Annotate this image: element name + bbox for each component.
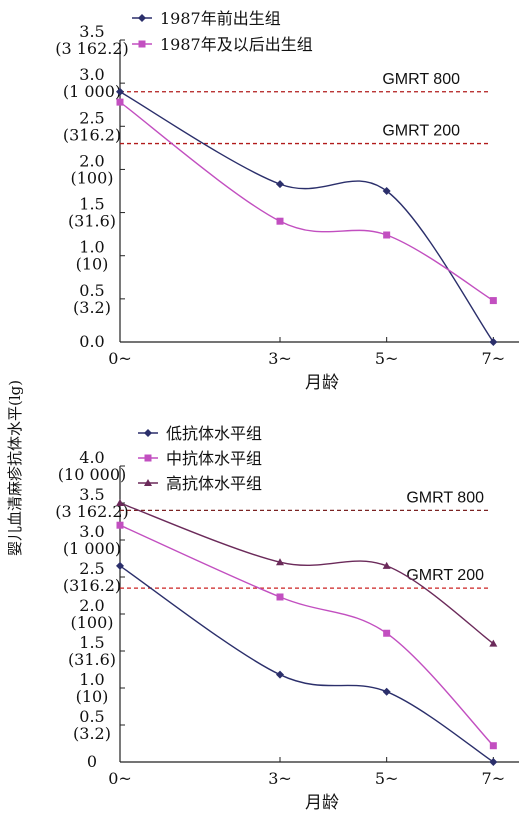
- data-point-s2-4: [489, 297, 497, 305]
- y-tick-label: 0.0: [79, 332, 104, 351]
- legend-marker: [138, 40, 146, 48]
- y-tick-label-secondary: (10): [76, 687, 109, 706]
- legend-label-1: 低抗体水平组: [166, 424, 262, 443]
- y-tick-label-secondary: (3.2): [73, 298, 111, 317]
- x-tick-label: 5~: [375, 349, 399, 368]
- data-point-s1-4: [489, 758, 498, 766]
- y-tick-label: 2.0: [79, 151, 104, 170]
- series-line-2: [119, 101, 494, 302]
- data-point-s1-3: [382, 187, 391, 195]
- y-tick-label-secondary: (3 162.2): [55, 39, 129, 58]
- legend-label-2: 1987年及以后出生组: [160, 35, 313, 54]
- data-point-s2-3: [383, 629, 391, 637]
- y-tick-label-secondary: (10 000): [58, 465, 126, 484]
- data-point-s3-4: [489, 639, 498, 647]
- y-tick-label-secondary: (100): [70, 613, 113, 632]
- data-point-s2-2: [276, 593, 284, 601]
- y-tick-label: 3.0: [79, 522, 104, 541]
- y-tick-label-secondary: (316.2): [63, 125, 121, 144]
- legend-label-1: 1987年前出生组: [160, 9, 281, 28]
- y-tick-label-secondary: (1 000): [63, 82, 121, 101]
- y-tick-label-secondary: (1 000): [63, 539, 121, 558]
- x-tick-label: 3~: [268, 769, 292, 788]
- legend-marker: [138, 14, 146, 22]
- data-point-s1-1: [116, 87, 124, 96]
- x-axis-title: 月龄: [305, 793, 339, 813]
- data-point-s2-1: [116, 521, 124, 529]
- reference-line-label-1: GMRT 800: [406, 489, 484, 506]
- y-tick-label-secondary: (316.2): [63, 576, 121, 595]
- y-tick-label: 3.0: [79, 65, 104, 84]
- y-tick-label: 2.5: [79, 108, 104, 127]
- data-point-s2-3: [383, 231, 391, 239]
- series-line-3: [119, 502, 494, 645]
- data-point-s2-1: [116, 98, 124, 106]
- data-point-s1-4: [489, 338, 498, 346]
- y-tick-label: 1.0: [79, 670, 104, 689]
- data-point-s2-4: [489, 742, 497, 750]
- shared-y-axis-label-text: 婴儿血清麻疹抗体水平(lg): [6, 380, 24, 556]
- y-tick-label-secondary: (3 162.2): [55, 502, 129, 521]
- reference-line-label-1: GMRT 800: [382, 71, 460, 88]
- x-tick-label: 7~: [482, 769, 506, 788]
- y-tick-label-secondary: (31.6): [68, 212, 116, 231]
- y-tick-label: 1.5: [79, 195, 104, 214]
- data-point-s2-2: [276, 217, 284, 225]
- legend-marker: [144, 479, 152, 486]
- y-tick-label: 3.5: [79, 22, 104, 41]
- legend-marker: [144, 454, 152, 462]
- shared-y-axis-label: 婴儿血清麻疹抗体水平(lg): [4, 300, 26, 560]
- y-tick-label: 3.5: [79, 485, 104, 504]
- data-point-s1-3: [382, 687, 391, 696]
- data-point-s1-2: [276, 180, 284, 189]
- chart-panel-1: 0.00.5(3.2)1.0(10)1.5(31.6)2.0(100)2.5(3…: [55, 9, 519, 393]
- data-point-s1-2: [276, 670, 284, 679]
- x-tick-label: 7~: [482, 349, 506, 368]
- x-tick-label: 5~: [375, 769, 399, 788]
- y-tick-label-secondary: (31.6): [68, 650, 116, 669]
- data-point-s3-3: [382, 561, 391, 569]
- y-tick-label: 2.0: [79, 596, 104, 615]
- y-tick-label: 1.0: [79, 238, 104, 257]
- series-line-1: [119, 565, 494, 763]
- y-tick-label: 1.5: [79, 633, 104, 652]
- legend-label-3: 高抗体水平组: [166, 474, 262, 493]
- data-point-s3-1: [116, 499, 124, 506]
- y-tick-label-secondary: (10): [76, 255, 109, 274]
- x-axis-title: 月龄: [305, 373, 339, 393]
- reference-line-label-2: GMRT 200: [382, 123, 460, 140]
- data-point-s1-1: [116, 561, 124, 570]
- x-tick-label: 0~: [108, 349, 132, 368]
- y-tick-label-secondary: (100): [70, 168, 113, 187]
- legend-marker: [144, 429, 152, 437]
- y-tick-label: 0.5: [79, 281, 104, 300]
- y-tick-label: 0.5: [79, 707, 104, 726]
- reference-line-label-2: GMRT 200: [406, 567, 484, 584]
- series-line-2: [119, 524, 494, 747]
- y-tick-label: 4.0: [79, 448, 104, 467]
- y-tick-label: 0: [87, 752, 97, 771]
- y-tick-label: 2.5: [79, 559, 104, 578]
- legend-label-2: 中抗体水平组: [166, 449, 262, 468]
- x-tick-label: 0~: [108, 769, 132, 788]
- chart-panel-2: 0 0.5(3.2) 1.0(10) 1.5(31.6) 2.0(100) 2.5(316…: [55, 424, 519, 813]
- data-point-s3-2: [276, 558, 284, 566]
- x-tick-label: 3~: [268, 349, 292, 368]
- y-tick-label-secondary: (3.2): [73, 724, 111, 743]
